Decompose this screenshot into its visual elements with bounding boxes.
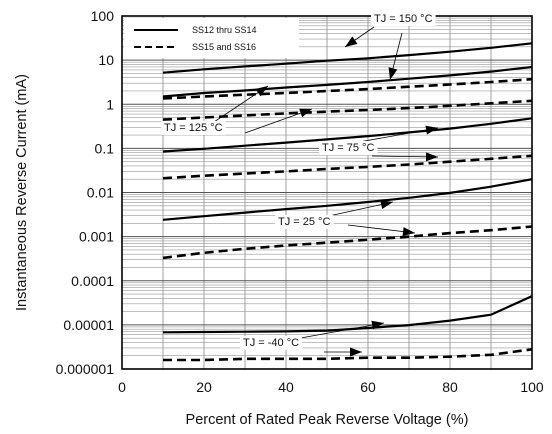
- annotation-label-tj125: TJ = 125 °C: [164, 122, 223, 134]
- x-tick-label: 40: [278, 379, 294, 395]
- x-tick-label: 20: [196, 379, 212, 395]
- grid: [122, 16, 532, 369]
- annotation-label-bg: [161, 121, 226, 135]
- y-tick-label: 1: [106, 96, 114, 112]
- annotation-label-tj75: TJ = 75 °C: [322, 142, 374, 154]
- series-line-solid-1: [162, 65, 533, 98]
- annotation-label-bg: [240, 336, 303, 350]
- series-line-solid-6: [162, 178, 533, 221]
- y-axis-title: Instantaneous Reverse Current (mA): [14, 74, 30, 311]
- annotation-arrowhead: [255, 86, 268, 97]
- annotation-arrowhead: [371, 320, 384, 330]
- legend-label-solid: SS12 thru SS14: [192, 25, 257, 35]
- x-tick-label: 0: [118, 379, 126, 395]
- series-lines: [162, 42, 533, 362]
- series-line-dashed-2: [162, 77, 533, 100]
- y-tick-label: 0.1: [95, 140, 115, 156]
- legend: SS12 thru SS14 SS15 and SS16: [124, 18, 299, 58]
- annotation-arrowhead: [388, 67, 398, 80]
- x-tick-label: 100: [520, 379, 544, 395]
- x-tick-label: 80: [442, 379, 458, 395]
- series-line-solid-4: [162, 117, 533, 153]
- annotation-arrowhead: [425, 125, 438, 135]
- temperature-annotations: TJ = 150 °C TJ = 125 °C TJ = 75 °C TJ = 25 …: [161, 12, 439, 357]
- annotation-arrowhead: [380, 200, 393, 209]
- x-tick-label: 60: [360, 379, 376, 395]
- series-line-dashed-7: [162, 225, 533, 260]
- legend-label-dashed: SS15 and SS16: [192, 42, 256, 52]
- annotation-arrowhead: [402, 227, 415, 237]
- series-line-dashed-3: [162, 99, 533, 121]
- y-tick-label: 0.0001: [71, 273, 114, 289]
- annotation-label-tjm40: TJ = -40 °C: [243, 337, 299, 349]
- y-tick-label: 10: [98, 52, 114, 68]
- annotation-label-bg: [371, 12, 436, 26]
- series-line-dashed-9: [163, 348, 533, 362]
- annotation-arrowhead: [345, 36, 358, 47]
- annotation-arrowhead: [299, 108, 312, 118]
- annotation-label-bg: [319, 141, 378, 155]
- x-axis-title: Percent of Rated Peak Reverse Voltage (%…: [186, 412, 469, 428]
- y-tick-label: 0.000001: [56, 361, 115, 377]
- tick-labels: 0 20 40 60 80 100 100 10 1 0.1 0.01 0.001 0.0001 0.00…: [56, 8, 544, 395]
- y-tick-label: 0.00001: [63, 317, 114, 333]
- legend-box: [124, 18, 299, 58]
- y-tick-label: 100: [91, 8, 115, 24]
- annotation-label-bg: [275, 215, 334, 229]
- annotation-label-tj25: TJ = 25 °C: [278, 216, 330, 228]
- series-line-solid-0: [162, 42, 533, 74]
- plot-frame: [121, 15, 533, 370]
- annotation-label-tj150: TJ = 150 °C: [374, 13, 433, 25]
- series-line-dashed-5: [162, 154, 533, 180]
- y-tick-label: 0.001: [79, 229, 114, 245]
- annotation-arrowhead: [350, 347, 362, 357]
- annotation-arrowhead: [425, 152, 438, 162]
- y-tick-label: 0.01: [87, 185, 114, 201]
